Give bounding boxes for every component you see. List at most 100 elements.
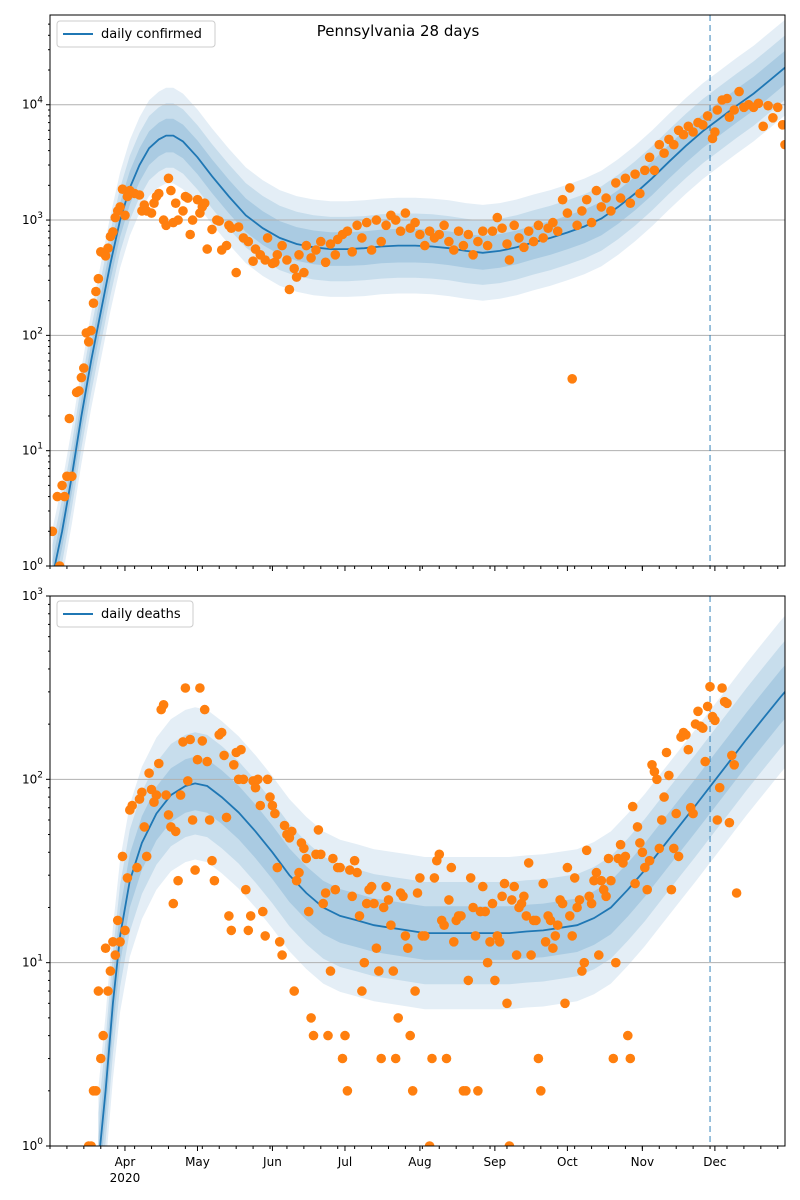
data-point bbox=[166, 185, 176, 196]
data-point bbox=[161, 220, 171, 231]
data-point bbox=[768, 113, 778, 123]
data-point bbox=[511, 950, 522, 960]
uncertainty-band-1 bbox=[52, 19, 785, 566]
data-point bbox=[374, 966, 384, 976]
data-point bbox=[352, 220, 362, 231]
data-point bbox=[320, 888, 331, 898]
data-point bbox=[183, 776, 193, 786]
data-point bbox=[291, 875, 302, 886]
data-point bbox=[100, 251, 111, 261]
data-point bbox=[557, 194, 568, 205]
data-point bbox=[415, 873, 425, 883]
data-point bbox=[753, 98, 764, 109]
x-tick-label: Sep bbox=[484, 1155, 507, 1169]
data-point bbox=[509, 881, 519, 892]
data-point bbox=[144, 768, 154, 778]
data-point bbox=[780, 139, 785, 150]
data-point bbox=[688, 127, 698, 137]
data-point bbox=[342, 1086, 353, 1096]
data-point bbox=[258, 906, 268, 917]
data-point bbox=[446, 862, 457, 873]
data-point bbox=[504, 1141, 515, 1146]
data-point bbox=[712, 815, 723, 825]
data-point bbox=[342, 226, 353, 236]
data-point bbox=[349, 855, 360, 866]
data-point bbox=[323, 1030, 333, 1041]
data-point bbox=[197, 736, 208, 746]
data-point bbox=[504, 255, 515, 265]
data-point bbox=[141, 851, 152, 862]
data-point bbox=[400, 931, 411, 941]
data-point bbox=[260, 931, 271, 941]
data-point bbox=[267, 800, 278, 811]
data-point bbox=[67, 471, 77, 482]
data-point bbox=[654, 843, 665, 854]
data-point bbox=[226, 223, 237, 233]
data-point bbox=[50, 526, 58, 537]
data-point bbox=[366, 245, 377, 255]
y-tick-exponent: 0 bbox=[37, 557, 43, 567]
data-point bbox=[207, 224, 217, 235]
data-point bbox=[478, 226, 488, 236]
data-point bbox=[538, 878, 548, 889]
data-point bbox=[644, 152, 655, 163]
data-point bbox=[557, 898, 568, 909]
data-point bbox=[611, 957, 621, 968]
data-point bbox=[669, 843, 679, 854]
data-point bbox=[572, 220, 582, 231]
data-point bbox=[253, 774, 263, 785]
uncertainty-band-2 bbox=[98, 640, 785, 1146]
data-point bbox=[623, 1030, 633, 1041]
data-point bbox=[400, 208, 411, 218]
data-point bbox=[659, 792, 669, 802]
data-point bbox=[591, 185, 602, 196]
data-point bbox=[526, 950, 536, 960]
data-point bbox=[83, 337, 94, 347]
data-point bbox=[183, 193, 193, 203]
data-point bbox=[335, 862, 345, 873]
data-point bbox=[420, 240, 430, 251]
data-point bbox=[601, 193, 611, 203]
data-point bbox=[284, 284, 295, 295]
data-point bbox=[337, 1053, 348, 1064]
data-point bbox=[635, 188, 645, 199]
data-point bbox=[656, 815, 667, 825]
data-point bbox=[620, 173, 631, 184]
data-point bbox=[277, 240, 287, 251]
data-point bbox=[79, 363, 89, 373]
data-point bbox=[581, 194, 592, 205]
data-point bbox=[64, 413, 75, 424]
data-point bbox=[250, 782, 261, 793]
data-point bbox=[170, 826, 181, 837]
data-point bbox=[325, 239, 336, 249]
data-point bbox=[185, 734, 195, 745]
data-point bbox=[274, 937, 285, 947]
data-point bbox=[303, 906, 314, 917]
data-point bbox=[330, 884, 341, 895]
data-point bbox=[586, 217, 597, 228]
data-point bbox=[383, 895, 394, 905]
x-tick-label: Jul bbox=[337, 1155, 352, 1169]
data-point bbox=[405, 1030, 416, 1041]
data-point bbox=[453, 226, 464, 236]
data-point bbox=[122, 873, 133, 883]
data-point bbox=[502, 239, 512, 249]
data-point bbox=[255, 800, 266, 811]
data-point bbox=[369, 898, 379, 909]
data-point bbox=[758, 121, 768, 132]
data-point bbox=[444, 236, 454, 247]
data-point bbox=[523, 226, 534, 236]
data-point bbox=[224, 911, 234, 921]
data-point bbox=[722, 698, 732, 709]
data-point bbox=[538, 233, 548, 243]
data-point bbox=[199, 198, 210, 208]
data-point bbox=[320, 257, 331, 268]
data-point bbox=[560, 998, 570, 1009]
data-point bbox=[565, 183, 575, 193]
legend-box bbox=[56, 600, 194, 628]
data-point bbox=[536, 1086, 546, 1096]
data-point bbox=[567, 931, 577, 941]
data-point bbox=[644, 855, 655, 866]
data-point bbox=[371, 215, 382, 225]
data-point bbox=[698, 120, 708, 130]
